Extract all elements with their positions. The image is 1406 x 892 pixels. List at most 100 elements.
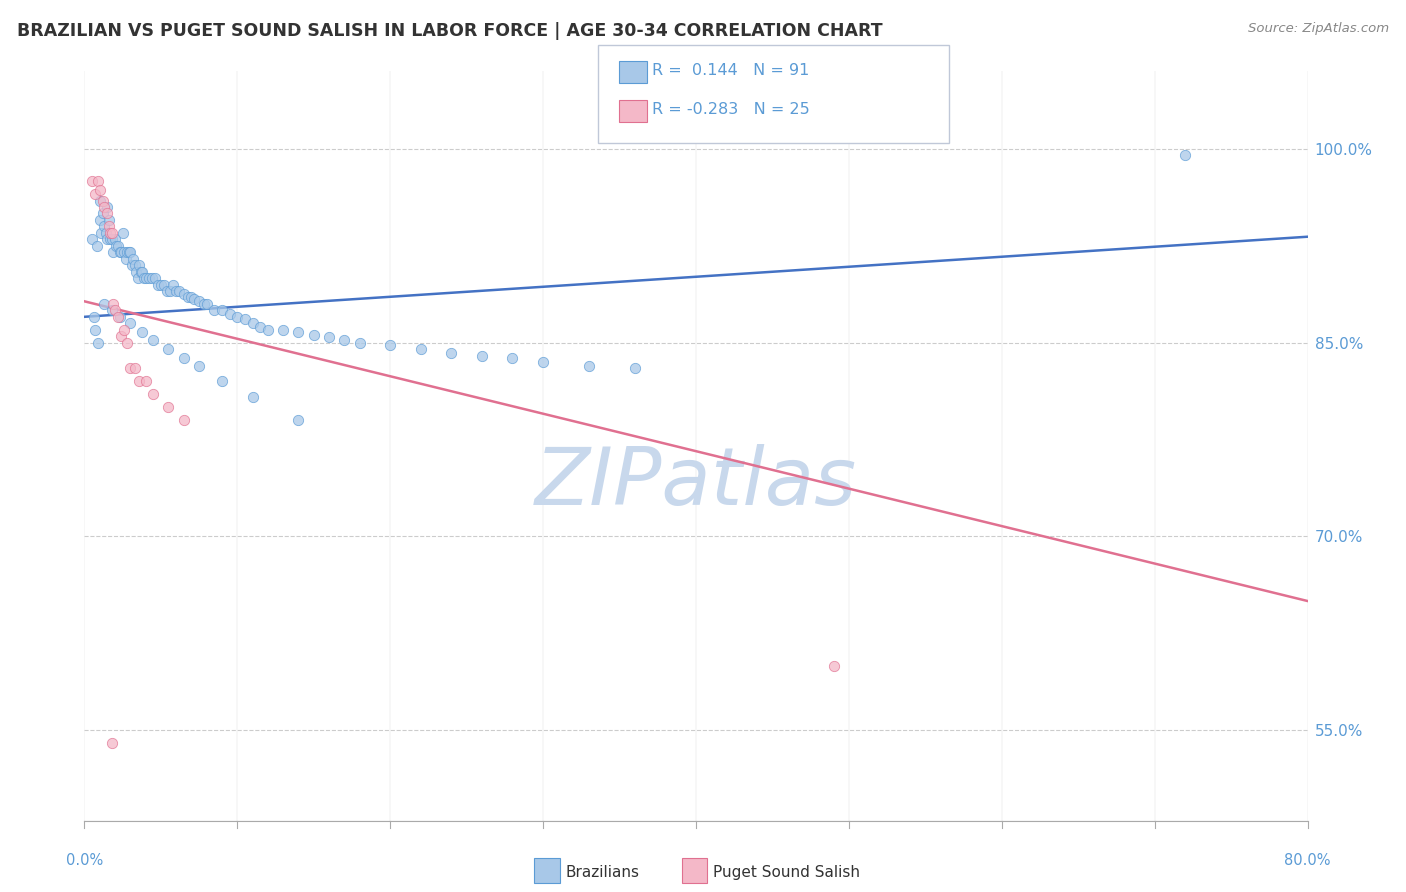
Point (120, 361, 142, 376)
Point (159, 284, 181, 298)
Text: R = -0.283   N = 25: R = -0.283 N = 25 (652, 103, 810, 117)
Point (142, 333, 165, 347)
Point (183, 292, 205, 306)
Text: 0.0%: 0.0% (66, 853, 103, 868)
Point (111, 226, 134, 240)
Point (98, 232, 121, 246)
Point (242, 316, 264, 330)
Point (157, 401, 180, 415)
Point (87, 335, 110, 350)
Point (135, 271, 157, 285)
Point (218, 307, 240, 321)
Point (107, 239, 129, 253)
Point (124, 361, 146, 376)
Point (287, 413, 309, 427)
Point (211, 303, 233, 318)
Point (502, 351, 524, 366)
Point (211, 375, 233, 389)
Point (138, 271, 160, 285)
Point (87, 174, 110, 188)
Point (271, 323, 294, 337)
Point (157, 342, 180, 356)
Point (80, 232, 103, 246)
Point (302, 327, 325, 342)
Point (80, 174, 103, 188)
Point (89, 213, 111, 227)
Point (177, 290, 200, 304)
Point (349, 335, 371, 350)
Point (173, 286, 195, 301)
Point (110, 245, 132, 260)
Point (153, 277, 176, 292)
Point (624, 361, 647, 376)
Point (226, 310, 249, 324)
Point (115, 245, 138, 260)
Point (380, 338, 402, 352)
Point (165, 284, 187, 298)
Point (193, 297, 215, 311)
Point (97, 219, 120, 234)
Point (143, 271, 166, 285)
Point (135, 375, 157, 389)
Point (287, 326, 309, 340)
Point (112, 323, 135, 337)
Point (86, 239, 108, 253)
Point (108, 310, 131, 324)
Point (118, 245, 141, 260)
Point (333, 333, 356, 347)
Point (96, 206, 118, 220)
Point (162, 277, 184, 292)
Text: 80.0%: 80.0% (1284, 853, 1331, 868)
Point (115, 335, 138, 350)
Point (125, 264, 148, 278)
Point (93, 219, 115, 234)
Point (94, 226, 117, 240)
Point (202, 303, 225, 318)
Point (167, 284, 190, 298)
Point (1174, 148, 1197, 162)
Point (112, 245, 135, 260)
Point (124, 258, 146, 272)
Point (409, 342, 432, 356)
Point (101, 226, 124, 240)
Point (146, 277, 169, 292)
Point (188, 294, 211, 309)
Point (105, 239, 128, 253)
Point (531, 355, 554, 369)
Point (149, 277, 172, 292)
Point (122, 252, 145, 266)
Text: BRAZILIAN VS PUGET SOUND SALISH IN LABOR FORCE | AGE 30-34 CORRELATION CHART: BRAZILIAN VS PUGET SOUND SALISH IN LABOR… (17, 22, 883, 40)
Point (173, 413, 195, 427)
Point (440, 346, 463, 360)
Point (104, 303, 127, 318)
Point (101, 303, 124, 318)
Point (101, 736, 124, 750)
Point (89, 194, 111, 208)
Point (103, 297, 125, 311)
Text: Source: ZipAtlas.com: Source: ZipAtlas.com (1249, 22, 1389, 36)
Point (128, 258, 150, 272)
Point (108, 245, 131, 260)
Text: R =  0.144   N = 91: R = 0.144 N = 91 (652, 63, 810, 78)
Point (131, 326, 153, 340)
Point (131, 264, 153, 278)
Point (257, 323, 280, 337)
Point (97, 213, 120, 227)
Point (84, 323, 107, 337)
Text: Puget Sound Salish: Puget Sound Salish (713, 865, 860, 880)
Point (104, 232, 127, 246)
Point (101, 232, 124, 246)
Point (120, 316, 142, 330)
Point (156, 284, 179, 298)
Point (93, 297, 115, 311)
Point (83, 310, 105, 324)
Point (242, 390, 264, 404)
Point (96, 200, 118, 214)
Point (91, 194, 114, 208)
Point (188, 359, 211, 373)
Point (121, 258, 143, 272)
Point (120, 245, 142, 260)
Point (90, 226, 112, 240)
Point (233, 312, 256, 326)
Point (173, 351, 195, 366)
